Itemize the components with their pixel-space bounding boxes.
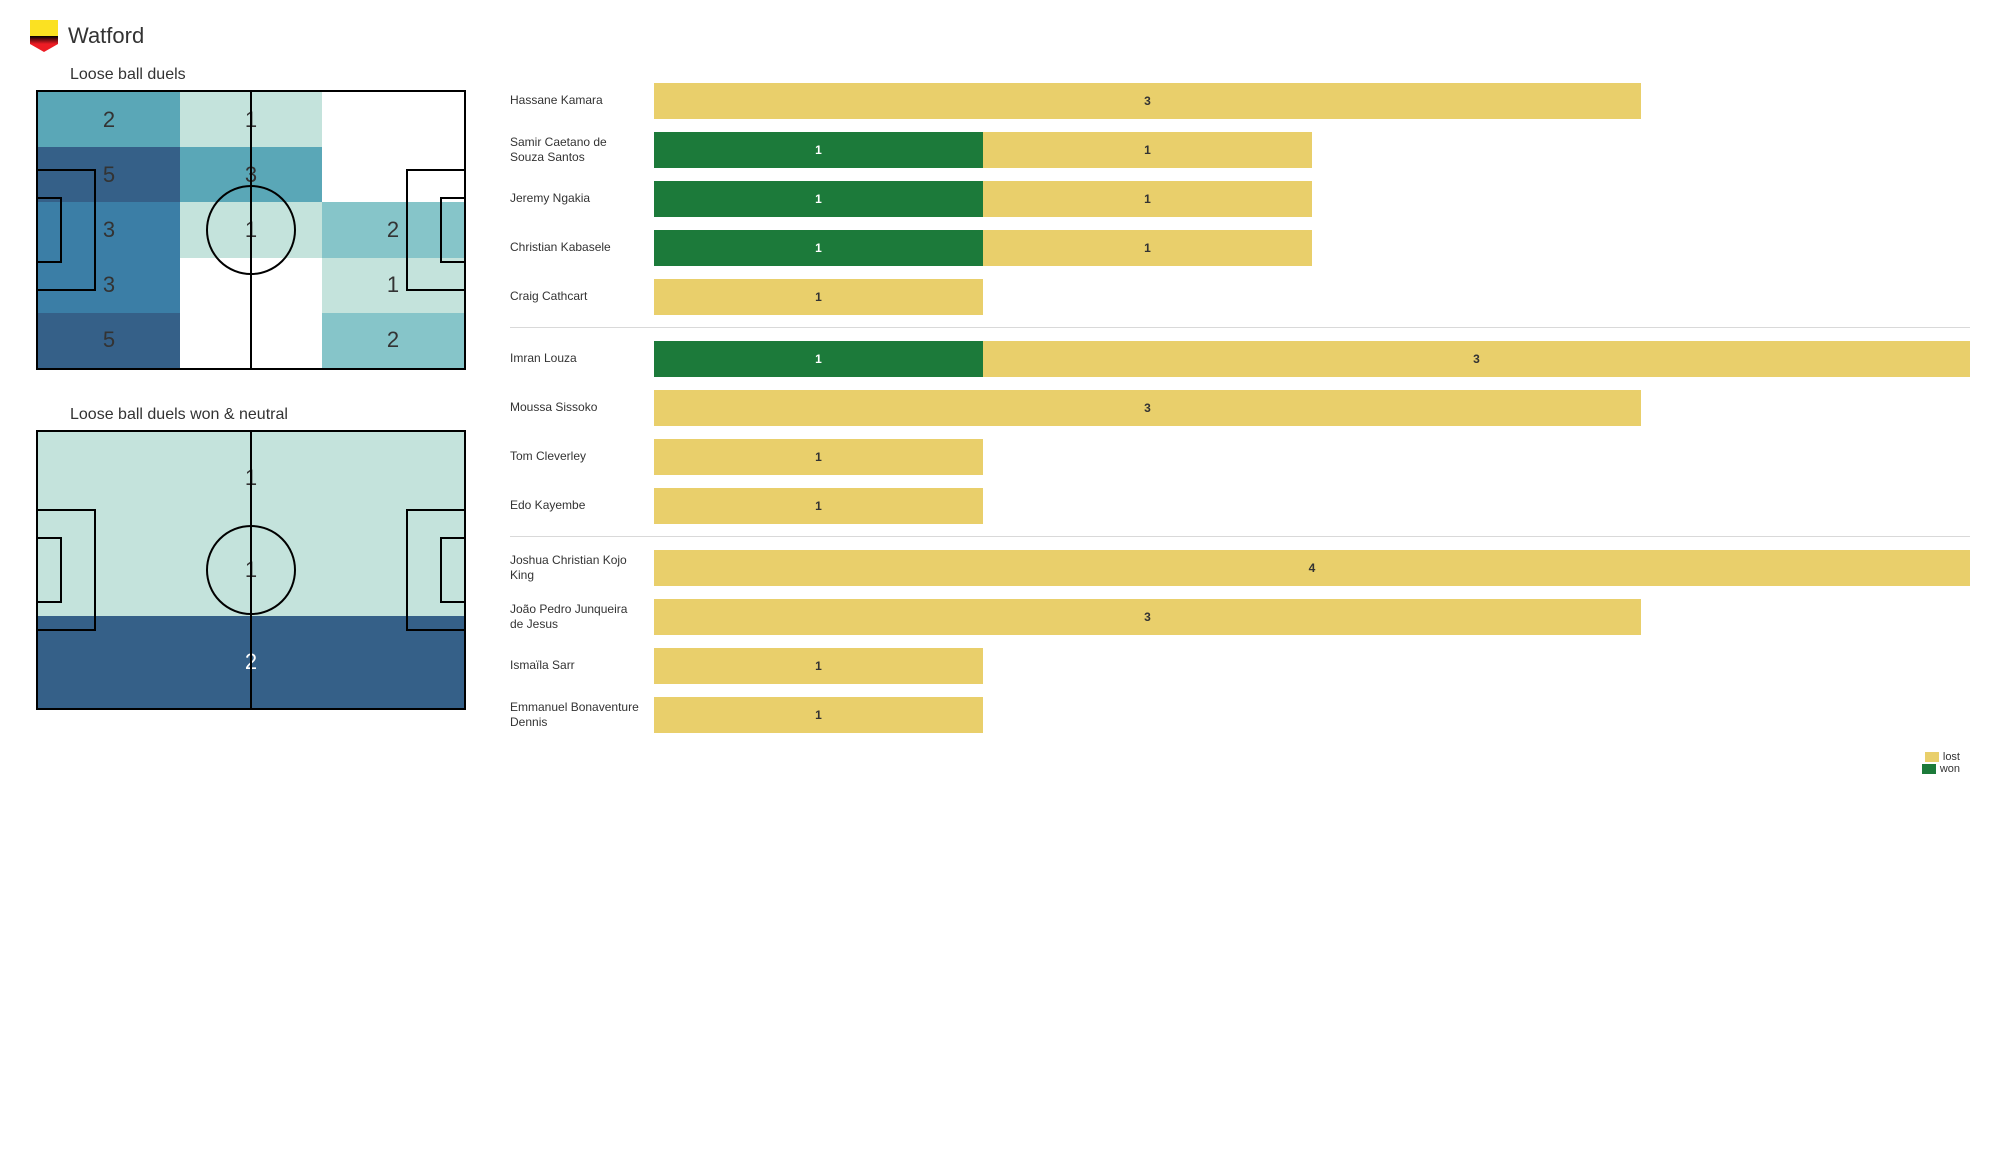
player-row: João Pedro Junqueira de Jesus 3 <box>510 592 1970 641</box>
heatmap-cell: 1 <box>180 92 322 147</box>
player-bars: Hassane Kamara 3 Samir Caetano de Souza Sa… <box>510 70 1970 745</box>
heatmap-cell: 2 <box>322 202 464 257</box>
thirds-grid: 112 <box>38 432 464 708</box>
heatmap-cell <box>322 147 464 202</box>
legend-won-swatch-icon <box>1922 764 1936 774</box>
heatmap-grid: 21533123152 <box>38 92 464 368</box>
legend: lost won <box>510 751 1970 775</box>
heatmap-cell <box>180 313 322 368</box>
bar-area: 11 <box>654 181 1970 217</box>
third-cell: 2 <box>38 616 464 708</box>
player-row: Jeremy Ngakia 11 <box>510 174 1970 223</box>
player-row: Samir Caetano de Souza Santos 11 <box>510 125 1970 174</box>
player-row: Emmanuel Bonaventure Dennis 1 <box>510 690 1970 739</box>
player-row: Christian Kabasele 11 <box>510 223 1970 272</box>
bar-segment-lost: 1 <box>654 279 983 315</box>
bar-segment-won: 1 <box>654 181 983 217</box>
bar-area: 3 <box>654 390 1970 426</box>
bar-area: 13 <box>654 341 1970 377</box>
layout: Loose ball duels 21533123152 Loose ball … <box>30 60 1970 775</box>
team-title: Watford <box>68 23 144 49</box>
bar-segment-won: 1 <box>654 341 983 377</box>
bar-segment-lost: 1 <box>983 132 1312 168</box>
header: Watford <box>30 20 1970 52</box>
player-row: Hassane Kamara 3 <box>510 76 1970 125</box>
third-cell: 1 <box>38 524 464 616</box>
player-row: Craig Cathcart 1 <box>510 272 1970 321</box>
heatmap-cell <box>180 258 322 313</box>
player-name: Hassane Kamara <box>510 93 640 108</box>
player-name: Edo Kayembe <box>510 498 640 513</box>
legend-lost-swatch-icon <box>1925 752 1939 762</box>
player-group: Joshua Christian Kojo King 4 João Pedro Ju… <box>510 536 1970 745</box>
bar-area: 11 <box>654 230 1970 266</box>
bar-area: 1 <box>654 697 1970 733</box>
bar-segment-lost: 3 <box>983 341 1970 377</box>
bar-segment-won: 1 <box>654 230 983 266</box>
heatmap-cell: 3 <box>180 147 322 202</box>
bar-segment-lost: 1 <box>983 181 1312 217</box>
bar-area: 3 <box>654 83 1970 119</box>
pitch1-title: Loose ball duels <box>70 66 470 84</box>
player-row: Joshua Christian Kojo King 4 <box>510 543 1970 592</box>
player-name: Jeremy Ngakia <box>510 191 640 206</box>
pitch2-title: Loose ball duels won & neutral <box>70 406 470 424</box>
team-badge-icon <box>30 20 58 52</box>
bar-segment-lost: 1 <box>654 439 983 475</box>
pitch-heatmap-duels: 21533123152 <box>36 90 466 370</box>
bar-segment-lost: 4 <box>654 550 1970 586</box>
bar-area: 3 <box>654 599 1970 635</box>
legend-lost-label: lost <box>1943 751 1960 763</box>
bar-area: 1 <box>654 439 1970 475</box>
bar-segment-won: 1 <box>654 132 983 168</box>
player-group: Hassane Kamara 3 Samir Caetano de Souza Sa… <box>510 70 1970 327</box>
pitch-heatmap-won: 112 <box>36 430 466 710</box>
heatmap-cell: 3 <box>38 258 180 313</box>
bar-area: 1 <box>654 279 1970 315</box>
player-row: Tom Cleverley 1 <box>510 432 1970 481</box>
player-name: Tom Cleverley <box>510 449 640 464</box>
player-name: Moussa Sissoko <box>510 400 640 415</box>
heatmap-cell: 1 <box>180 202 322 257</box>
bar-area: 1 <box>654 488 1970 524</box>
bar-segment-lost: 1 <box>654 488 983 524</box>
heatmap-cell: 3 <box>38 202 180 257</box>
heatmap-cell: 5 <box>38 313 180 368</box>
left-column: Loose ball duels 21533123152 Loose ball … <box>30 60 470 775</box>
player-name: Christian Kabasele <box>510 240 640 255</box>
player-name: Samir Caetano de Souza Santos <box>510 135 640 165</box>
legend-won-label: won <box>1940 763 1960 775</box>
player-name: Craig Cathcart <box>510 289 640 304</box>
right-column: Hassane Kamara 3 Samir Caetano de Souza Sa… <box>510 60 1970 775</box>
bar-segment-lost: 1 <box>654 697 983 733</box>
player-name: Emmanuel Bonaventure Dennis <box>510 700 640 730</box>
player-row: Edo Kayembe 1 <box>510 481 1970 530</box>
third-cell: 1 <box>38 432 464 524</box>
heatmap-cell <box>322 92 464 147</box>
bar-segment-lost: 1 <box>983 230 1312 266</box>
heatmap-cell: 2 <box>38 92 180 147</box>
player-name: Imran Louza <box>510 351 640 366</box>
player-row: Imran Louza 13 <box>510 334 1970 383</box>
player-group: Imran Louza13Moussa Sissoko3Tom Cleverle… <box>510 327 1970 536</box>
bar-segment-lost: 3 <box>654 599 1641 635</box>
heatmap-cell: 2 <box>322 313 464 368</box>
player-name: Joshua Christian Kojo King <box>510 553 640 583</box>
bar-segment-lost: 3 <box>654 83 1641 119</box>
player-row: Moussa Sissoko 3 <box>510 383 1970 432</box>
player-name: Ismaïla Sarr <box>510 658 640 673</box>
heatmap-cell: 1 <box>322 258 464 313</box>
bar-area: 11 <box>654 132 1970 168</box>
bar-area: 4 <box>654 550 1970 586</box>
player-name: João Pedro Junqueira de Jesus <box>510 602 640 632</box>
player-row: Ismaïla Sarr 1 <box>510 641 1970 690</box>
bar-segment-lost: 3 <box>654 390 1641 426</box>
heatmap-cell: 5 <box>38 147 180 202</box>
bar-area: 1 <box>654 648 1970 684</box>
bar-segment-lost: 1 <box>654 648 983 684</box>
